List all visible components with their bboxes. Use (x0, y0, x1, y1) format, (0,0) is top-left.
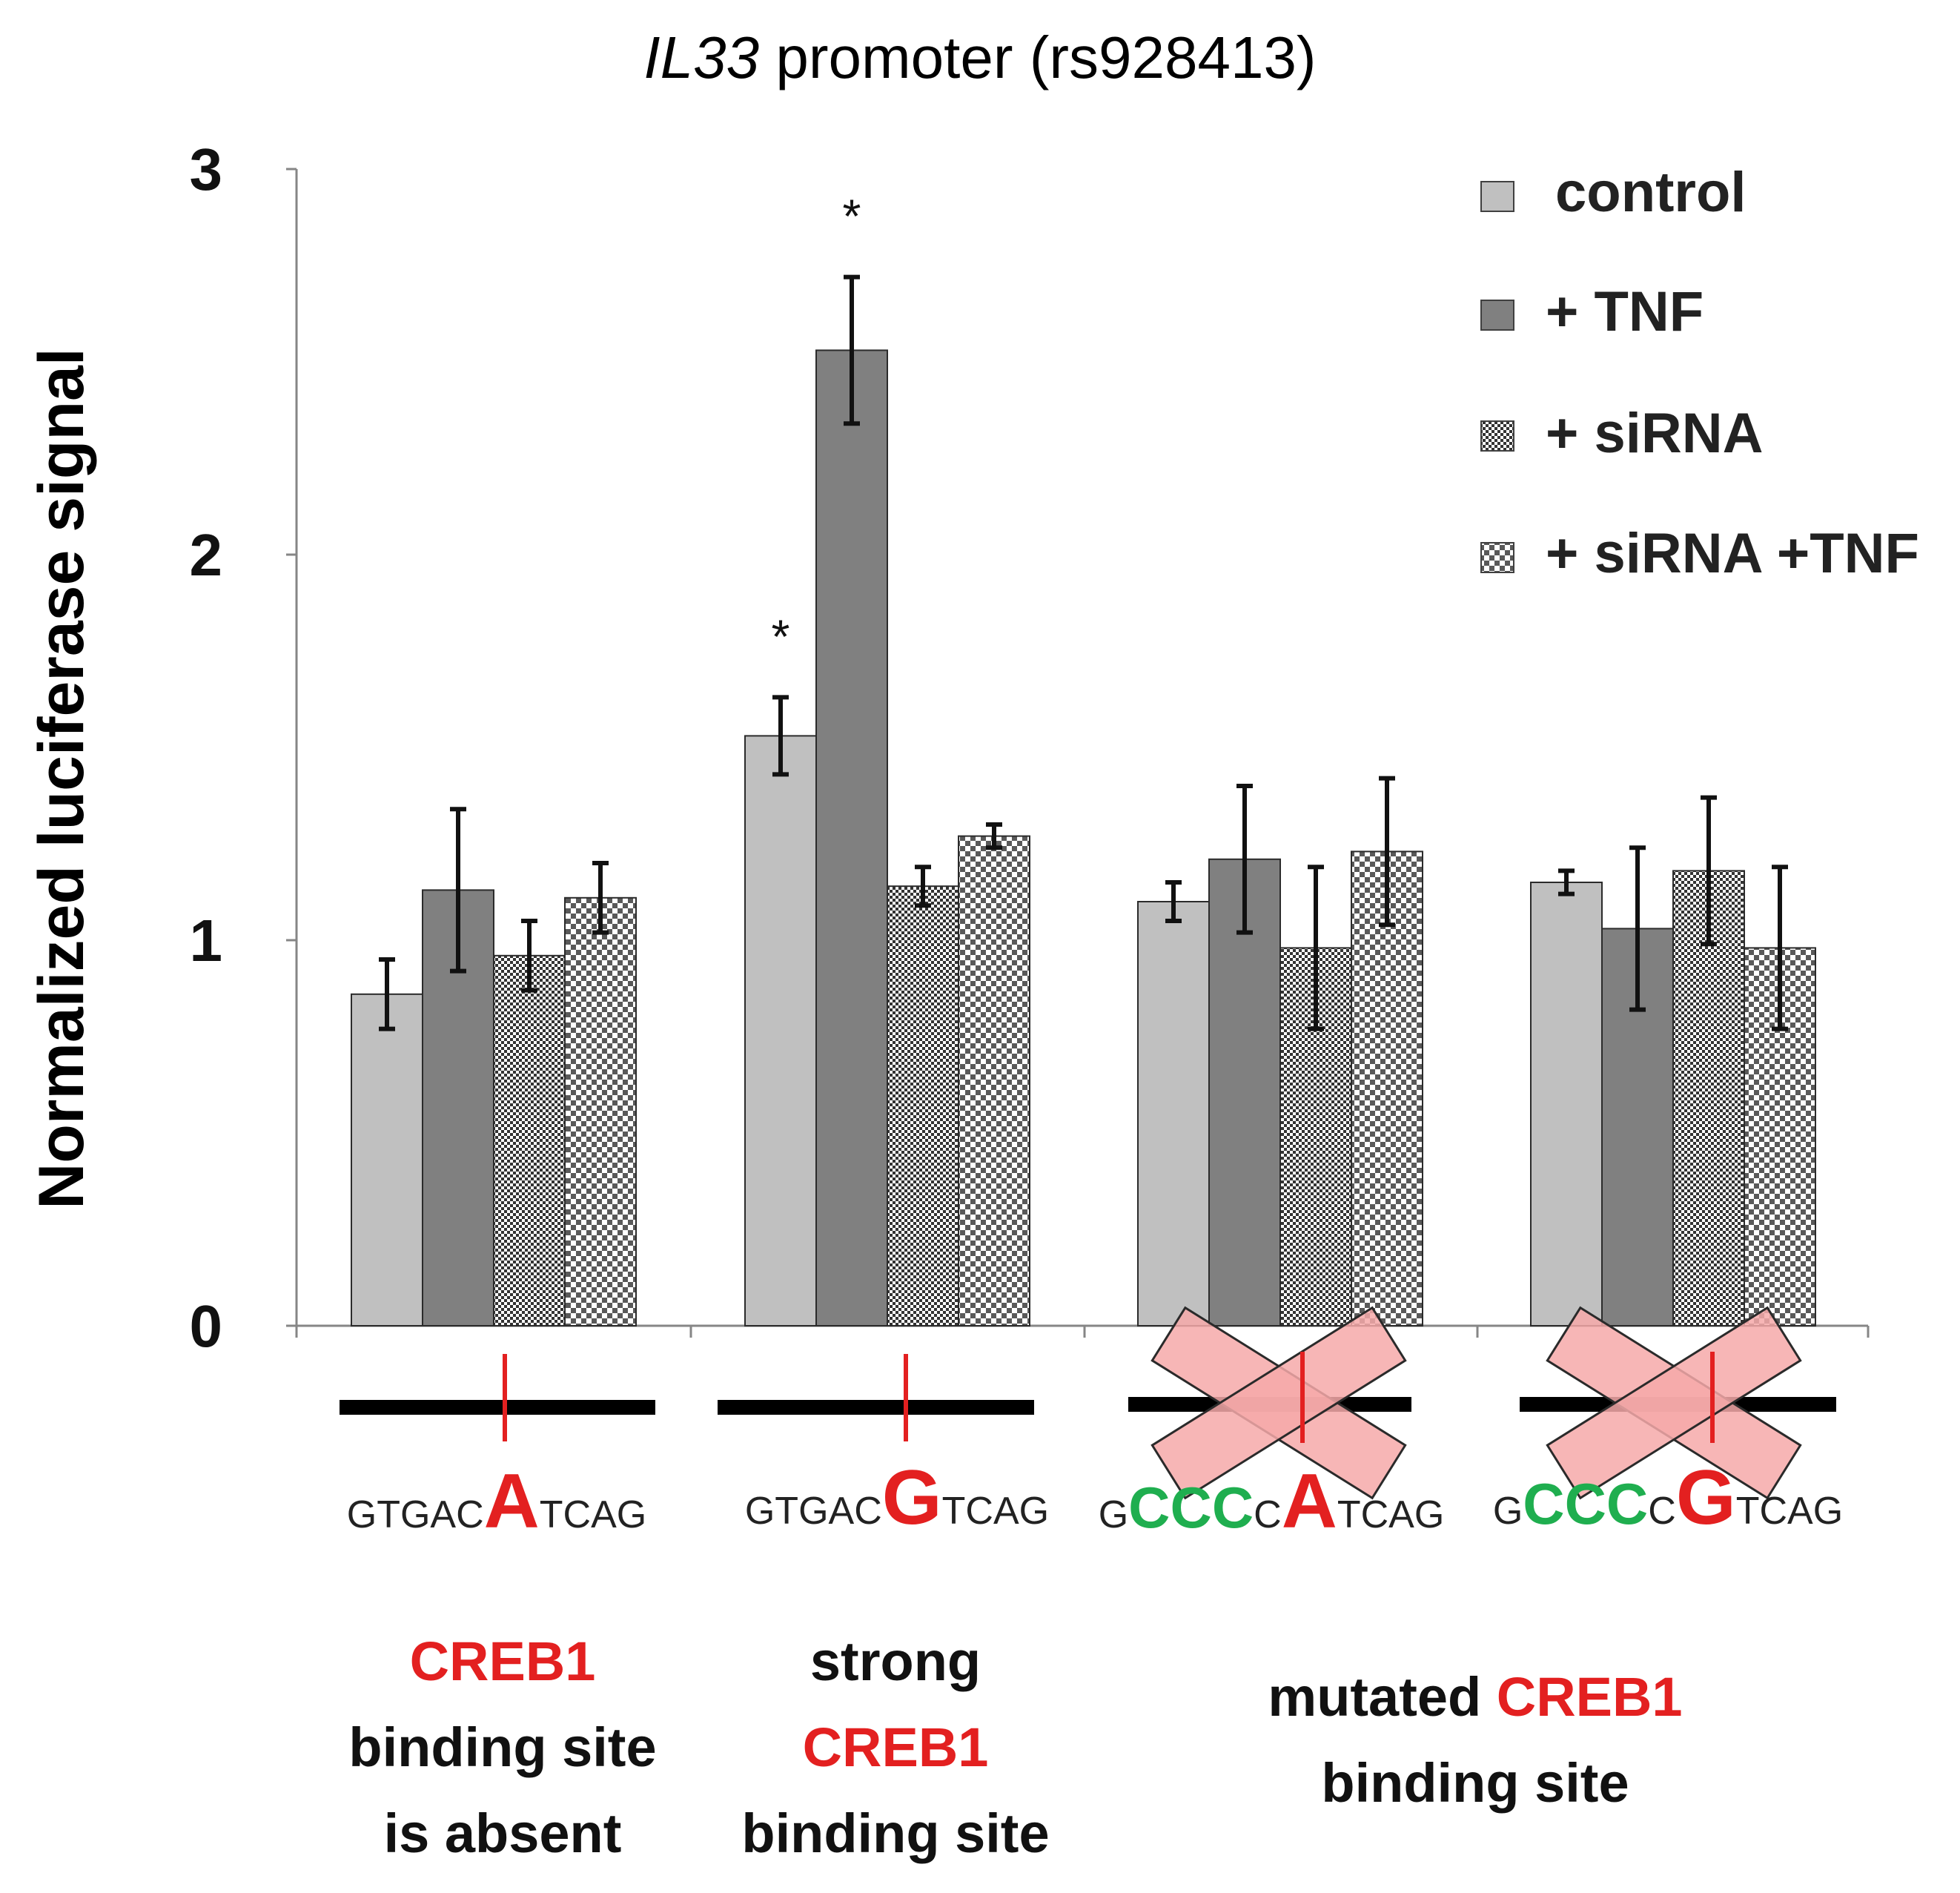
legend-item-control: control (1480, 161, 1747, 224)
legend-swatch-sirna (1480, 420, 1514, 452)
bar-control-group-3 (1137, 901, 1210, 1327)
bar-sirna-group-4 (1672, 870, 1745, 1327)
promoter-diagram-2 (718, 1354, 1034, 1441)
x-ticks (295, 1326, 1870, 1338)
legend-item-sirna: + siRNA (1480, 402, 1764, 465)
legend-item-sirna-tnf: + siRNA +TNF (1480, 522, 1919, 585)
error-bar-4-1 (592, 861, 609, 935)
caption-absent: CREB1 binding site is absent (348, 1631, 656, 1864)
error-bar-1-3 (1165, 880, 1182, 923)
legend-swatch-control (1480, 181, 1514, 212)
legend-label-sirna-tnf: + siRNA +TNF (1546, 522, 1919, 585)
chart-title-gene: IL33 (643, 24, 759, 90)
bars (351, 349, 1816, 1327)
error-bar-2-1 (450, 807, 466, 974)
mutation-cross-icon (1546, 1306, 1802, 1500)
error-bar-2-3 (1236, 784, 1253, 935)
y-tick-label-3: 3 (190, 136, 223, 202)
error-bar-3-2 (915, 865, 931, 908)
error-bar-4-3 (1379, 776, 1395, 928)
caption-strong-line3: binding site (741, 1803, 1049, 1864)
error-bar-3-4 (1701, 795, 1717, 947)
sequence-1: GTGACATCAG (347, 1458, 646, 1545)
error-bars (379, 274, 1788, 1031)
sequence-3: GCCCCATCAG (1099, 1458, 1445, 1545)
caption-absent-line2: binding site (348, 1717, 656, 1778)
significance-star-2: * (843, 190, 861, 243)
error-bar-2-2 (844, 274, 860, 426)
y-tick-label-1: 1 (190, 908, 223, 974)
error-bar-1-1 (379, 957, 395, 1031)
significance-markers: ** (772, 190, 861, 664)
promoter-diagram-1 (340, 1354, 655, 1441)
legend: control + TNF + siRNA + siRNA +TNF (1480, 161, 1919, 585)
bar-sirnatnf-group-2 (958, 835, 1030, 1327)
mutation-cross-icon (1150, 1306, 1407, 1500)
y-axis-label: Normalized luciferase signal (26, 348, 97, 1209)
y-ticks: 0 1 2 3 (190, 136, 297, 1359)
legend-label-tnf: + TNF (1546, 280, 1704, 343)
caption-strong-red: CREB1 (803, 1717, 989, 1778)
legend-swatch-sirna-tnf (1480, 542, 1514, 573)
legend-label-control: control (1555, 161, 1747, 224)
bar-tnf-group-2 (815, 349, 888, 1327)
sequence-2: GTGACGTCAG (745, 1455, 1049, 1541)
significance-star-1: * (772, 609, 790, 663)
error-bar-4-2 (986, 822, 1002, 850)
promoter-diagram-3 (1128, 1306, 1411, 1500)
chart-title: IL33 promoter (rs928413) (643, 24, 1316, 90)
legend-item-tnf: + TNF (1480, 280, 1704, 343)
caption-mutated: mutated CREB1 binding site (1268, 1666, 1682, 1814)
error-bar-4-4 (1772, 865, 1788, 1031)
caption-mutated-line1: mutated CREB1 (1268, 1666, 1682, 1728)
bar-control-group-2 (744, 735, 817, 1327)
legend-label-sirna: + siRNA (1546, 402, 1764, 465)
error-bar-2-4 (1629, 845, 1646, 1012)
y-tick-label-0: 0 (190, 1293, 223, 1359)
bar-control-group-4 (1530, 882, 1603, 1327)
bar-sirnatnf-group-1 (564, 896, 637, 1327)
caption-strong-line1: strong (810, 1631, 981, 1692)
legend-swatch-tnf (1480, 300, 1514, 331)
caption-mutated-line2: binding site (1321, 1752, 1629, 1814)
error-bar-1-2 (772, 695, 789, 777)
error-bar-3-3 (1308, 865, 1324, 1031)
sequence-4: GCCCCGTCAG (1493, 1455, 1843, 1541)
error-bar-1-4 (1558, 868, 1575, 896)
promoter-diagram-4 (1520, 1306, 1836, 1500)
caption-absent-red: CREB1 (410, 1631, 596, 1692)
bar-control-group-1 (351, 993, 423, 1327)
caption-absent-line3: is absent (384, 1803, 622, 1864)
caption-strong: strong CREB1 binding site (741, 1631, 1049, 1864)
bar-tnf-group-3 (1208, 858, 1281, 1327)
bar-sirna-group-1 (493, 954, 566, 1327)
bar-sirna-group-2 (887, 885, 959, 1327)
error-bar-3-1 (521, 919, 537, 993)
chart-title-rest: promoter (rs928413) (759, 24, 1316, 90)
y-tick-label-2: 2 (190, 522, 223, 588)
